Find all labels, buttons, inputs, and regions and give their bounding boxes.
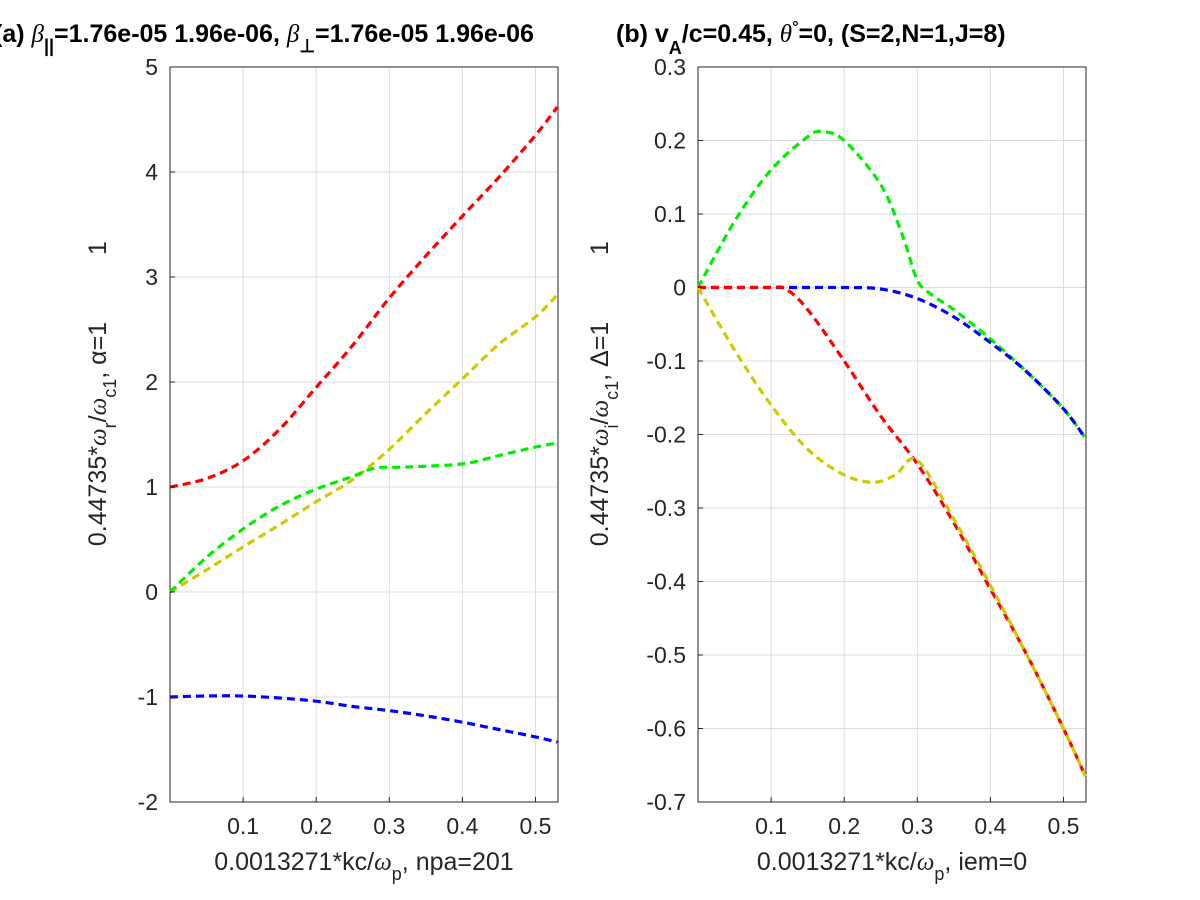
panel-b-xtick-label: 0.2 — [828, 813, 860, 839]
panel-b-ytick-label: -0.6 — [646, 716, 686, 742]
panel-a-plot: 0.1 0.2 0.3 0.4 0.5 -2 -1 0 1 2 3 4 5 0.0013271*kc/ω… — [84, 54, 559, 884]
panel-a-ytick-label: 3 — [145, 264, 158, 290]
panel-b-series-line-1 — [696, 129, 1087, 440]
panel-b-title: (b) vA/c=0.45, θ°=0, (S=2,N=1,J=8) — [616, 19, 1006, 58]
panel-b-ytick-label: 0 — [673, 275, 686, 301]
panel-a-ylabel-extra: 1 — [84, 241, 112, 255]
panel-b-xlabel: 0.0013271*kc/ωp, iem=0 — [757, 848, 1027, 884]
panel-a-ytick-label: 2 — [145, 369, 158, 395]
panel-b-ytick-label: 0.3 — [654, 54, 686, 80]
panel-a-ytick-label: 0 — [145, 579, 158, 605]
panel-b-xtick-label: 0.5 — [1047, 813, 1079, 839]
panel-a-series-line-1 — [169, 105, 559, 489]
panel-b-grid — [698, 66, 1086, 803]
panel-b-ticks: 0.1 0.2 0.3 0.4 0.5 -0.7 -0.6 -0.5 -0.4 -0.3 -0.2 -… — [646, 54, 1079, 839]
panel-a-title: (a) β||=1.76e-05 1.96e-06, β⊥=1.76e-05 1… — [0, 20, 534, 56]
panel-b-plot: 0.1 0.2 0.3 0.4 0.5 -0.7 -0.6 -0.5 -0.4 -0.3 -0.2 -… — [586, 54, 1087, 884]
panel-b-ytick-label: -0.4 — [646, 569, 686, 595]
panel-a-ticks: 0.1 0.2 0.3 0.4 0.5 -2 -1 0 1 2 3 4 5 — [138, 54, 552, 839]
panel-a-series-line-2 — [169, 293, 559, 594]
panel-a-xtick-label: 0.5 — [519, 813, 551, 839]
panel-a-series-line-4 — [169, 694, 558, 744]
panel-a-series — [168, 105, 559, 744]
panel-a-axes-box — [169, 66, 559, 803]
panel-a-xtick-label: 0.3 — [373, 813, 405, 839]
panel-a-ytick-label: 4 — [145, 159, 158, 185]
panel-b-ytick-label: -0.5 — [646, 642, 686, 668]
panel-b-series-line-2 — [698, 285, 1087, 440]
panel-a-xtick-label: 0.4 — [446, 813, 478, 839]
panel-b-ytick-label: -0.2 — [646, 422, 686, 448]
panel-a-xtick-label: 0.1 — [227, 813, 259, 839]
panel-b-ytick-label: 0.1 — [654, 201, 686, 227]
panel-a-series-line-3 — [168, 441, 558, 594]
panel-a-xtick-label: 0.2 — [300, 813, 332, 839]
panel-b-xtick-label: 0.3 — [901, 813, 933, 839]
panel-b-ytick-label: -0.3 — [646, 495, 686, 521]
panel-b-ylabel-extra: 1 — [586, 241, 614, 255]
panel-a-ytick-label: -2 — [138, 789, 158, 815]
panel-b-xtick-label: 0.4 — [974, 813, 1006, 839]
panel-a-xlabel: 0.0013271*kc/ωp, npa=201 — [214, 848, 513, 884]
panel-b-ytick-label: 0.2 — [654, 128, 686, 154]
panel-b-ylabel: 0.44735*ωi/ωc1, Δ=1 — [586, 322, 622, 547]
panel-a-ytick-label: -1 — [138, 684, 158, 710]
panel-b-series-line-4 — [696, 286, 1087, 777]
panel-b-xtick-label: 0.1 — [755, 813, 787, 839]
panel-b-series — [696, 129, 1087, 777]
panel-b-series-line-3 — [698, 285, 1087, 777]
panel-b-ytick-label: -0.7 — [646, 789, 686, 815]
panel-a-ytick-label: 1 — [145, 474, 158, 500]
panel-a-ytick-label: 5 — [145, 54, 158, 80]
panel-b-ytick-label: -0.1 — [646, 348, 686, 374]
panel-a-ylabel: 0.44735*ωr/ωc1, α=1 — [84, 322, 120, 546]
